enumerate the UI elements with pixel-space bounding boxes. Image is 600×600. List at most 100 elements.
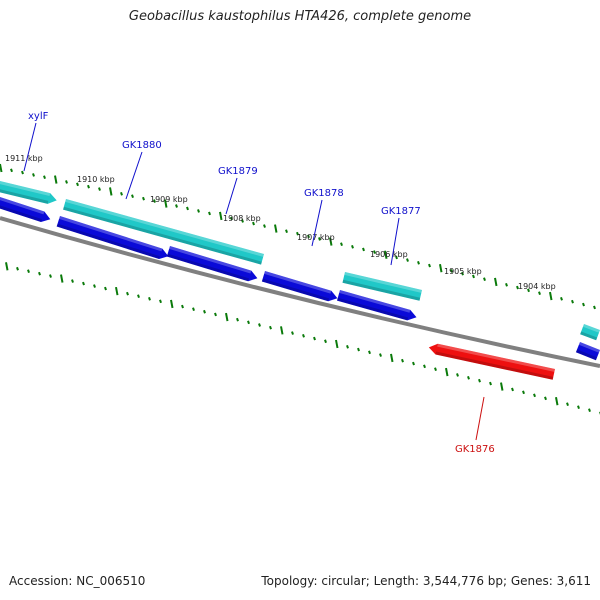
tick-mark (225, 312, 229, 322)
tick-mark (412, 361, 415, 366)
tick-mark (439, 264, 443, 273)
kbp-label: 1907 kbp (297, 233, 335, 242)
tick-mark (318, 237, 321, 241)
tick-mark (351, 244, 354, 249)
tick-mark (93, 284, 96, 288)
tick-mark (5, 262, 9, 271)
tick-mark (307, 234, 310, 239)
tick-mark (379, 353, 382, 357)
gene-leader-line (23, 122, 37, 172)
gene-label: GK1877 (381, 206, 421, 217)
kbp-label: 1911 kbp (5, 154, 43, 163)
tick-mark (87, 184, 90, 189)
tick-mark (164, 199, 168, 208)
tick-mark (533, 393, 536, 398)
kbp-label: 1905 kbp (444, 267, 482, 276)
ticks-outer (0, 163, 596, 310)
tick-mark (571, 299, 574, 304)
tick-mark (60, 274, 64, 283)
tick-mark (49, 274, 52, 278)
tick-mark (489, 381, 492, 386)
gene-arrow (0, 181, 57, 204)
tick-mark (82, 281, 85, 286)
gene-arrow (337, 290, 417, 321)
tick-mark (313, 336, 316, 341)
tick-mark (500, 382, 504, 391)
tick-mark (511, 387, 514, 392)
gene-leader-line (125, 151, 143, 200)
map-title: Geobacillus kaustophilus HTA426, complet… (128, 9, 472, 24)
gene-arrow (261, 271, 338, 302)
gene-arrow (56, 216, 169, 260)
gene-label: GK1876 (455, 444, 495, 455)
tick-mark (538, 291, 541, 296)
tick-mark (109, 187, 113, 196)
tick-mark (549, 291, 553, 301)
tick-mark (406, 258, 409, 262)
tick-mark (126, 291, 129, 296)
tick-mark (0, 163, 3, 173)
tick-mark (241, 219, 244, 223)
tick-mark (236, 317, 239, 322)
tick-mark (329, 237, 333, 246)
accession-text: Accession: NC_006510 (9, 574, 146, 588)
tick-mark (373, 250, 376, 254)
tick-mark (142, 196, 145, 201)
tick-mark (186, 206, 189, 211)
tick-mark (16, 266, 19, 271)
tick-mark (230, 216, 233, 221)
tick-mark (104, 286, 107, 291)
tick-mark (593, 305, 596, 310)
tick-mark (170, 299, 174, 309)
tick-mark (494, 277, 498, 287)
gene-leader-line (390, 217, 400, 266)
tick-mark (577, 405, 580, 410)
tick-mark (38, 271, 41, 276)
tick-mark (428, 263, 431, 268)
tick-mark (445, 367, 449, 377)
tick-mark (450, 269, 453, 273)
tick-mark (159, 299, 162, 304)
tick-mark (362, 247, 365, 252)
tick-mark (423, 364, 426, 369)
tick-mark (560, 297, 563, 301)
tick-mark (346, 344, 349, 349)
gene-leader-line (311, 199, 323, 247)
tick-mark (335, 339, 339, 349)
tick-mark (384, 250, 388, 259)
genome-backbone (0, 216, 600, 368)
kbp-label: 1908 kbp (223, 214, 261, 223)
tick-mark (214, 312, 217, 317)
tick-mark (54, 175, 58, 184)
tick-mark (461, 271, 464, 276)
gene-arrow (0, 197, 51, 222)
tick-mark (98, 187, 101, 191)
gene-leader-line (475, 396, 485, 441)
gene-arrow (580, 324, 600, 341)
label-layer: 1911 kbp 1910 kbp 1909 kbp 1908 kbp 1907 kbp… (5, 111, 556, 455)
tick-mark (478, 378, 481, 383)
tick-mark (340, 242, 343, 246)
tick-mark (285, 229, 288, 233)
tick-mark (115, 286, 119, 296)
gene-features (0, 181, 600, 380)
kbp-label: 1904 kbp (518, 282, 556, 291)
tick-mark (566, 402, 569, 407)
gene-arrow (166, 246, 258, 282)
gene-label: xylF (28, 111, 49, 122)
tick-mark (43, 175, 46, 180)
kbp-label: 1909 kbp (150, 195, 188, 204)
tick-mark (258, 323, 261, 327)
tick-mark (192, 307, 195, 311)
tick-mark (544, 396, 547, 401)
gene-label: GK1880 (122, 140, 162, 151)
tick-mark (10, 168, 13, 173)
tick-mark (252, 221, 255, 226)
tick-mark (137, 294, 140, 299)
tick-mark (516, 285, 519, 290)
tick-mark (153, 199, 156, 203)
tick-mark (588, 408, 591, 413)
tick-mark (527, 288, 530, 293)
gene-arrow (428, 343, 556, 380)
